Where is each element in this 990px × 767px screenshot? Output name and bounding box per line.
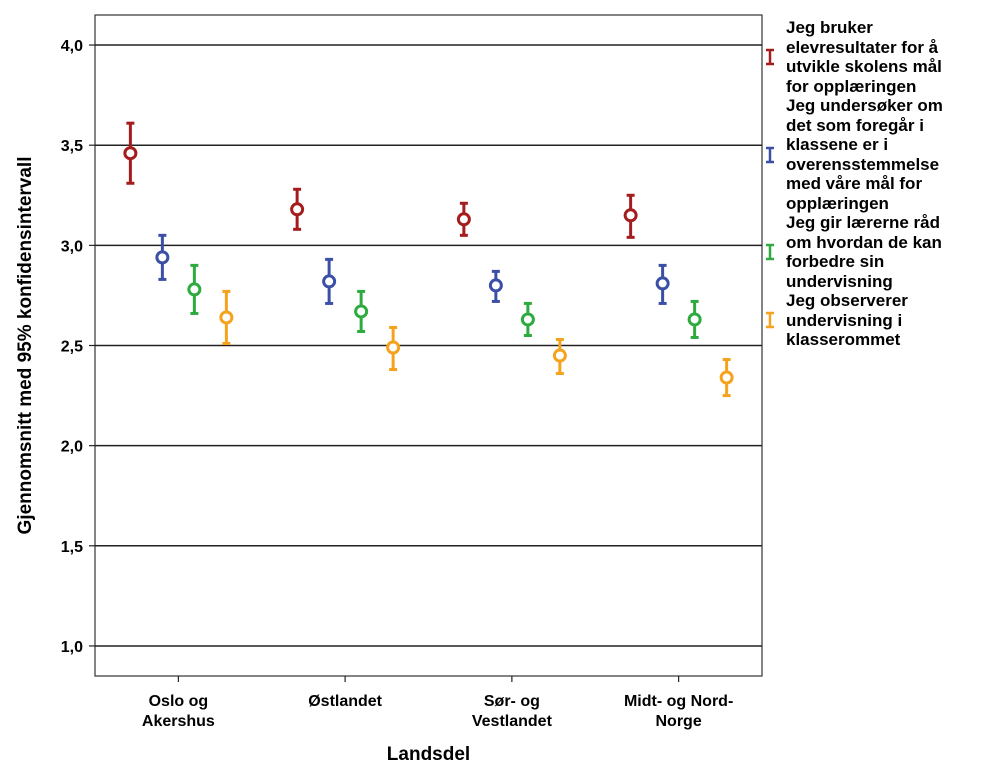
legend-label: Jeg gir lærerne råd bbox=[786, 213, 941, 232]
y-tick-label: 3,5 bbox=[61, 138, 83, 155]
x-category-label: Oslo og bbox=[149, 693, 209, 710]
y-tick-label: 4,0 bbox=[61, 38, 83, 55]
legend-label: forbedre sin bbox=[786, 252, 885, 271]
mean-point bbox=[623, 208, 638, 223]
legend-item: Jeg undersøker om det som foregår i klasse… bbox=[764, 96, 990, 213]
mean-point bbox=[354, 304, 369, 319]
x-category-label: Sør- og bbox=[484, 693, 540, 710]
x-category-label: Østlandet bbox=[308, 693, 382, 710]
mean-point bbox=[552, 348, 567, 363]
mean-point bbox=[290, 202, 305, 217]
legend-label: for opplæringen bbox=[786, 76, 917, 96]
legend-item: Jeg observerer undervisning i klasserommet bbox=[764, 291, 990, 350]
legend-label: undervisning bbox=[786, 271, 893, 291]
legend-item: Jeg gir lærerne råd om hvordan de kan forb… bbox=[764, 213, 990, 291]
legend-label: klassene er i bbox=[786, 135, 889, 154]
mean-point bbox=[520, 312, 535, 327]
y-tick-label: 2,5 bbox=[61, 339, 83, 356]
legend-item: Jeg bruker elevresultater for å utvikle sk… bbox=[764, 18, 990, 96]
legend-label: undervisning i bbox=[786, 310, 903, 330]
mean-point bbox=[219, 310, 234, 325]
mean-point bbox=[123, 146, 138, 161]
legend-label: Jeg undersøker om bbox=[786, 96, 943, 115]
error-bar bbox=[456, 201, 471, 237]
legend-label: Jeg observerer bbox=[786, 291, 908, 310]
mean-point bbox=[655, 276, 670, 291]
y-tick-label: 2,0 bbox=[61, 439, 83, 456]
legend-label: klasserommet bbox=[786, 330, 901, 349]
mean-point bbox=[687, 312, 702, 327]
y-tick-label: 1,0 bbox=[61, 639, 83, 656]
legend-label: Jeg bruker bbox=[786, 18, 873, 37]
error-bar bbox=[354, 289, 369, 333]
error-bar bbox=[155, 233, 170, 281]
error-bar bbox=[623, 193, 638, 239]
mean-point bbox=[488, 278, 503, 293]
y-tick-label: 1,5 bbox=[61, 539, 83, 556]
mean-point bbox=[187, 282, 202, 297]
x-category-label: Vestlandet bbox=[472, 713, 553, 730]
x-category-label: Midt- og Nord- bbox=[624, 693, 733, 710]
legend-label: med våre mål for bbox=[786, 174, 923, 193]
x-axis-title: Landsdel bbox=[387, 744, 470, 765]
error-bar bbox=[552, 337, 567, 376]
legend-error-bar-icon bbox=[766, 243, 774, 261]
x-category-label: Akershus bbox=[142, 713, 215, 730]
legend-error-bar-icon bbox=[766, 146, 774, 163]
mean-point bbox=[719, 370, 734, 385]
legend-label: utvikle skolens mål bbox=[786, 57, 942, 76]
legend-label: om hvordan de kan bbox=[786, 232, 942, 252]
error-bar bbox=[322, 257, 337, 305]
legend: Jeg bruker elevresultater for å utvikle sk… bbox=[764, 18, 990, 350]
error-bar bbox=[488, 269, 503, 303]
y-tick-label: 3,0 bbox=[61, 238, 83, 255]
legend-label: det som foregår i bbox=[786, 115, 924, 135]
legend-error-bar-icon bbox=[766, 48, 774, 66]
mean-point bbox=[456, 212, 471, 227]
legend-label: elevresultater for å bbox=[786, 37, 939, 57]
error-bar bbox=[290, 187, 305, 231]
error-bar bbox=[719, 358, 734, 398]
legend-label: opplæringen bbox=[786, 193, 889, 213]
error-bar bbox=[123, 121, 138, 185]
error-bar bbox=[687, 299, 702, 339]
legend-error-bar-icon bbox=[766, 312, 774, 329]
mean-point bbox=[386, 340, 401, 355]
mean-point bbox=[322, 274, 337, 289]
y-axis-title: Gjennomsnitt med 95% konfidensintervall bbox=[15, 157, 36, 535]
legend-label: overensstemmelse bbox=[786, 154, 940, 174]
mean-point bbox=[155, 250, 170, 265]
x-category-label: Norge bbox=[656, 713, 702, 730]
error-bar bbox=[187, 263, 202, 315]
error-bar bbox=[386, 325, 401, 372]
error-bar bbox=[520, 301, 535, 337]
error-bar bbox=[655, 263, 670, 305]
error-bar bbox=[219, 289, 234, 345]
